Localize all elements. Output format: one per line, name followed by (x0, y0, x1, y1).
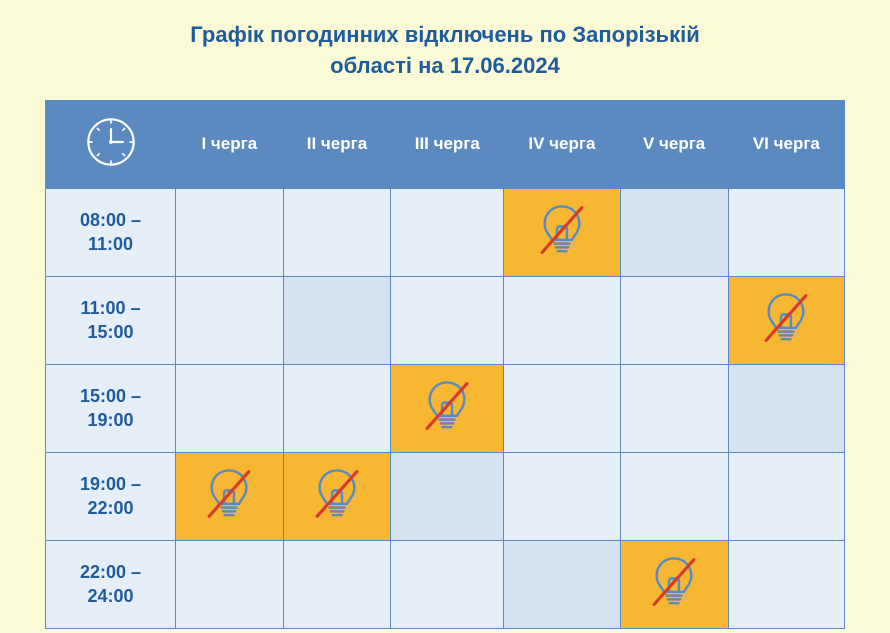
time-cell: 19:00 –22:00 (46, 452, 176, 540)
time-cell: 11:00 –15:00 (46, 276, 176, 364)
schedule-cell (504, 540, 620, 628)
time-cell: 08:00 –11:00 (46, 188, 176, 276)
col-header-4: IV черга (504, 100, 620, 188)
schedule-cell (391, 188, 504, 276)
schedule-cell (176, 276, 284, 364)
schedule-cell (728, 452, 844, 540)
schedule-cell (620, 540, 728, 628)
table-row: 19:00 –22:00 (46, 452, 845, 540)
title-line-1: Графік погодинних відключень по Запорізь… (190, 22, 699, 47)
time-cell: 15:00 –19:00 (46, 364, 176, 452)
bulb-off-icon (306, 463, 368, 525)
schedule-cell (283, 188, 391, 276)
schedule-cell (504, 276, 620, 364)
schedule-cell (391, 452, 504, 540)
table-row: 22:00 –24:00 (46, 540, 845, 628)
bulb-off-icon (531, 199, 593, 261)
schedule-cell (176, 188, 284, 276)
schedule-cell (391, 364, 504, 452)
schedule-cell (728, 188, 844, 276)
schedule-cell (283, 452, 391, 540)
schedule-cell (176, 364, 284, 452)
schedule-cell (283, 364, 391, 452)
schedule-cell (504, 364, 620, 452)
clock-header (46, 100, 176, 188)
col-header-3: ІІІ черга (391, 100, 504, 188)
bulb-off-icon (416, 375, 478, 437)
table-row: 11:00 –15:00 (46, 276, 845, 364)
schedule-title: Графік погодинних відключень по Запорізь… (45, 20, 845, 82)
bulb-off-icon (643, 551, 705, 613)
clock-icon (84, 154, 138, 173)
schedule-cell (620, 276, 728, 364)
schedule-cell (283, 276, 391, 364)
title-line-2: області на 17.06.2024 (330, 53, 560, 78)
col-header-1: І черга (176, 100, 284, 188)
bulb-off-icon (198, 463, 260, 525)
time-cell: 22:00 –24:00 (46, 540, 176, 628)
schedule-cell (283, 540, 391, 628)
schedule-cell (728, 276, 844, 364)
schedule-cell (728, 364, 844, 452)
schedule-cell (504, 452, 620, 540)
schedule-cell (176, 452, 284, 540)
schedule-cell (504, 188, 620, 276)
outage-schedule-table: І черга ІІ черга ІІІ черга IV черга V че… (45, 100, 845, 629)
schedule-cell (728, 540, 844, 628)
schedule-cell (620, 452, 728, 540)
col-header-2: ІІ черга (283, 100, 391, 188)
schedule-cell (391, 276, 504, 364)
header-row: І черга ІІ черга ІІІ черга IV черга V че… (46, 100, 845, 188)
table-row: 08:00 –11:00 (46, 188, 845, 276)
schedule-cell (620, 364, 728, 452)
bulb-off-icon (755, 287, 817, 349)
schedule-cell (620, 188, 728, 276)
schedule-cell (176, 540, 284, 628)
col-header-5: V черга (620, 100, 728, 188)
schedule-cell (391, 540, 504, 628)
col-header-6: VI черга (728, 100, 844, 188)
table-row: 15:00 –19:00 (46, 364, 845, 452)
